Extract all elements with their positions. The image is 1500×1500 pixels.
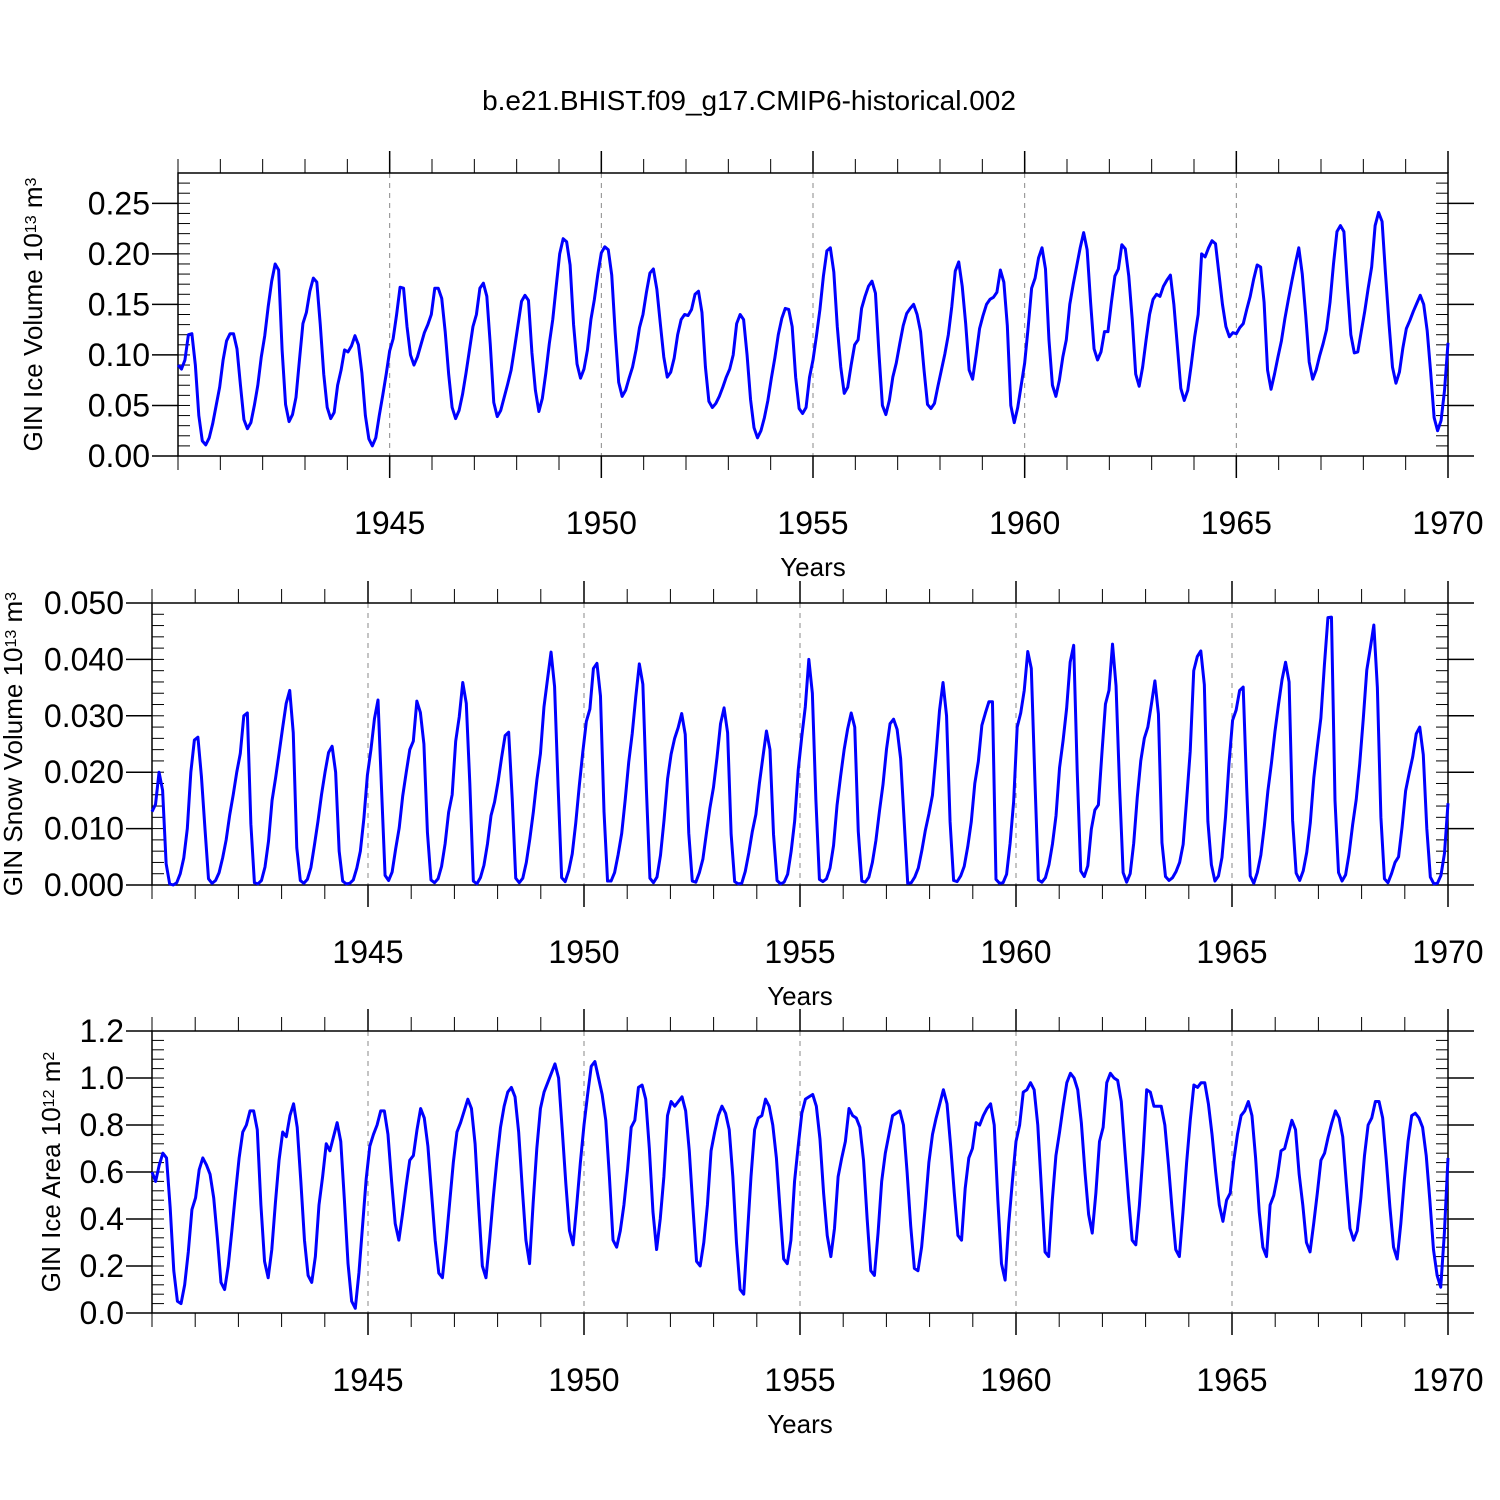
series-line xyxy=(150,615,1450,887)
y-axis-label-superscript: 3 xyxy=(3,592,20,601)
x-tick-label: 1955 xyxy=(764,934,835,970)
plot-frame xyxy=(177,172,1449,457)
y-tick-label: 0.0 xyxy=(80,1295,124,1331)
x-tick-label: 1960 xyxy=(980,934,1051,970)
x-tick-label: 1945 xyxy=(332,1362,403,1398)
x-tick-label: 1950 xyxy=(566,505,637,541)
x-tick-label: 1960 xyxy=(989,505,1060,541)
y-tick-label: 0.05 xyxy=(88,387,150,423)
y-tick-label: 0.050 xyxy=(44,585,124,621)
x-tick-label: 1950 xyxy=(548,934,619,970)
series-line xyxy=(176,210,1450,448)
y-axis-label: GIN Snow Volume 1013 m3 xyxy=(0,592,28,896)
x-tick-label: 1965 xyxy=(1201,505,1272,541)
y-tick-label: 0.8 xyxy=(80,1107,124,1143)
x-tick-label: 1945 xyxy=(354,505,425,541)
y-tick-label: 0.00 xyxy=(88,438,150,474)
y-tick-label: 0.4 xyxy=(80,1201,124,1237)
y-tick-label: 0.10 xyxy=(88,337,150,373)
x-axis-label: Years xyxy=(767,1409,833,1439)
x-axis-label: Years xyxy=(780,552,846,582)
panel-snow-volume: 1945 1950 1955 1960 1965 1970 0.000 0.010 0.020 0… xyxy=(0,581,1484,1011)
x-tick-label: 1965 xyxy=(1196,1362,1267,1398)
y-tick-label: 0.020 xyxy=(44,754,124,790)
y-axis-label-superscript: 13 xyxy=(3,630,20,648)
chart-title: b.e21.BHIST.f09_g17.CMIP6-historical.002 xyxy=(482,85,1016,116)
x-tick-label: 1945 xyxy=(332,934,403,970)
y-axis-label-superscript: 2 xyxy=(41,1052,58,1061)
x-tick-label: 1950 xyxy=(548,1362,619,1398)
y-axis-label-part: m xyxy=(36,1061,66,1090)
y-axis-label-superscript: 13 xyxy=(23,215,40,233)
y-tick-label: 1.0 xyxy=(80,1060,124,1096)
y-axis-label: GIN Ice Area 1012 m2 xyxy=(36,1052,66,1293)
y-tick-label: 0.030 xyxy=(44,698,124,734)
panel-ice-area: 1945 1950 1955 1960 1965 1970 0.0 0.2 0.4 0.6 0.8 1… xyxy=(36,1009,1484,1439)
x-tick-label: 1955 xyxy=(764,1362,835,1398)
x-tick-label: 1960 xyxy=(980,1362,1051,1398)
y-axis-label-part: GIN Ice Area 10 xyxy=(36,1107,66,1292)
y-tick-label: 0.25 xyxy=(88,185,150,221)
x-tick-label: 1955 xyxy=(777,505,848,541)
series-line xyxy=(150,1060,1450,1310)
y-tick-label: 0.040 xyxy=(44,641,124,677)
y-axis-label-part: m xyxy=(0,601,28,630)
y-tick-label: 1.2 xyxy=(80,1013,124,1049)
y-tick-label: 0.000 xyxy=(44,867,124,903)
y-tick-label: 0.2 xyxy=(80,1248,124,1284)
x-tick-label: 1970 xyxy=(1412,934,1483,970)
plot-frame xyxy=(151,602,1449,886)
y-tick-label: 0.6 xyxy=(80,1154,124,1190)
x-tick-label: 1965 xyxy=(1196,934,1267,970)
y-tick-label: 0.15 xyxy=(88,286,150,322)
y-axis-label-part: m xyxy=(18,186,48,215)
y-axis-label-part: GIN Snow Volume 10 xyxy=(0,648,28,897)
y-axis-label-part: GIN Ice Volume 10 xyxy=(18,233,48,451)
y-tick-label: 0.20 xyxy=(88,236,150,272)
x-tick-label: 1970 xyxy=(1412,1362,1483,1398)
y-axis-label: GIN Ice Volume 1013 m3 xyxy=(18,177,48,451)
y-axis-label-superscript: 3 xyxy=(23,177,40,186)
panel-ice-volume: 1945 1950 1955 1960 1965 1970 0.00 0.05 0.10 0.15… xyxy=(18,151,1484,582)
x-axis-label: Years xyxy=(767,981,833,1011)
x-tick-label: 1970 xyxy=(1412,505,1483,541)
y-axis-label-superscript: 12 xyxy=(41,1089,58,1107)
y-tick-label: 0.010 xyxy=(44,811,124,847)
